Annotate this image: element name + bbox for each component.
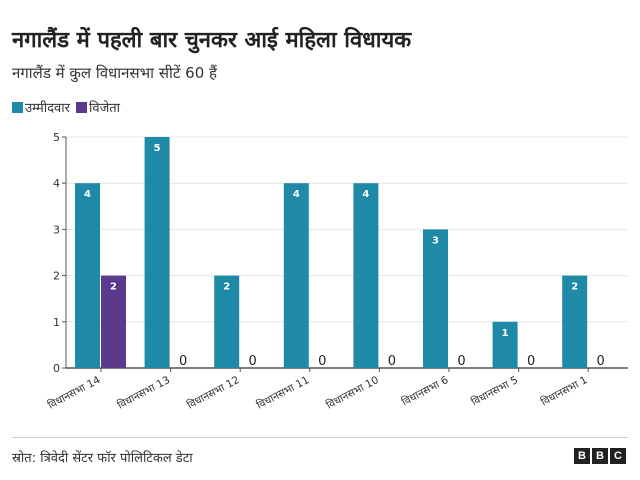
bar-data-label: 4: [362, 189, 369, 200]
x-tick-label: विधानसभा 13: [115, 373, 172, 411]
x-tick-label: विधानसभा 11: [254, 373, 311, 411]
bar: [144, 137, 170, 368]
bar-data-label: 4: [84, 189, 91, 200]
bar-data-label: 0: [249, 354, 257, 369]
legend-item-winners: विजेता: [75, 98, 120, 116]
bbc-logo-b2: B: [592, 448, 608, 464]
legend-label-candidates: उम्मीदवार: [25, 101, 70, 116]
y-tick-label: 0: [53, 362, 60, 375]
x-tick-label: विधानसभा 1: [539, 373, 590, 408]
bar: [562, 275, 588, 368]
source-note: स्रोत: त्रिवेदी सेंटर फॉर पोलिटिकल डेटा: [12, 451, 193, 466]
bar: [75, 183, 100, 368]
bar: [101, 275, 126, 368]
chart-title: नगालैंड में पहली बार चुनकर आई महिला विधा…: [12, 28, 412, 53]
bar: [353, 183, 379, 368]
legend-item-candidates: उम्मीदवार: [12, 98, 70, 116]
bbc-logo-b1: B: [574, 448, 590, 464]
bar-data-label: 0: [318, 354, 326, 369]
bar: [283, 183, 309, 368]
bar: [492, 321, 518, 368]
x-tick-label: विधानसभा 5: [469, 373, 520, 408]
bar-data-label: 1: [502, 328, 509, 339]
bbc-logo: B B C: [574, 448, 626, 464]
legend-swatch-candidates: [12, 101, 23, 113]
bar-data-label: 4: [293, 189, 300, 200]
bar-data-label: 0: [179, 354, 187, 369]
y-tick-label: 1: [53, 316, 60, 329]
x-tick-label: विधानसभा 6: [399, 373, 450, 408]
x-tick-label: विधानसभा 12: [185, 373, 242, 411]
y-tick-label: 4: [53, 177, 60, 190]
legend-swatch-winners: [75, 101, 87, 113]
y-tick-label: 2: [53, 270, 60, 283]
bar-data-label: 0: [457, 354, 465, 369]
bar-data-label: 2: [223, 282, 230, 293]
bar-data-label: 2: [571, 282, 578, 293]
y-tick-label: 5: [53, 131, 60, 144]
legend: उम्मीदवार विजेता: [12, 98, 120, 116]
bbc-logo-c: C: [610, 448, 626, 464]
footer-divider: [12, 437, 628, 438]
legend-label-winners: विजेता: [88, 101, 120, 116]
chart-subtitle: नगालैंड में कुल विधानसभा सीटें 60 हैं: [12, 64, 217, 82]
bar: [423, 229, 448, 368]
x-tick-label: विधानसभा 14: [46, 373, 103, 412]
bar-data-label: 5: [154, 143, 161, 154]
bar-data-label: 0: [597, 354, 605, 369]
y-tick-label: 3: [53, 223, 60, 236]
bar-data-label: 3: [432, 235, 439, 246]
bar: [214, 275, 240, 368]
bar-data-label: 0: [527, 354, 535, 369]
x-tick-label: विधानसभा 10: [324, 373, 381, 411]
bar-data-label: 2: [110, 282, 117, 293]
bar-data-label: 0: [388, 354, 396, 369]
